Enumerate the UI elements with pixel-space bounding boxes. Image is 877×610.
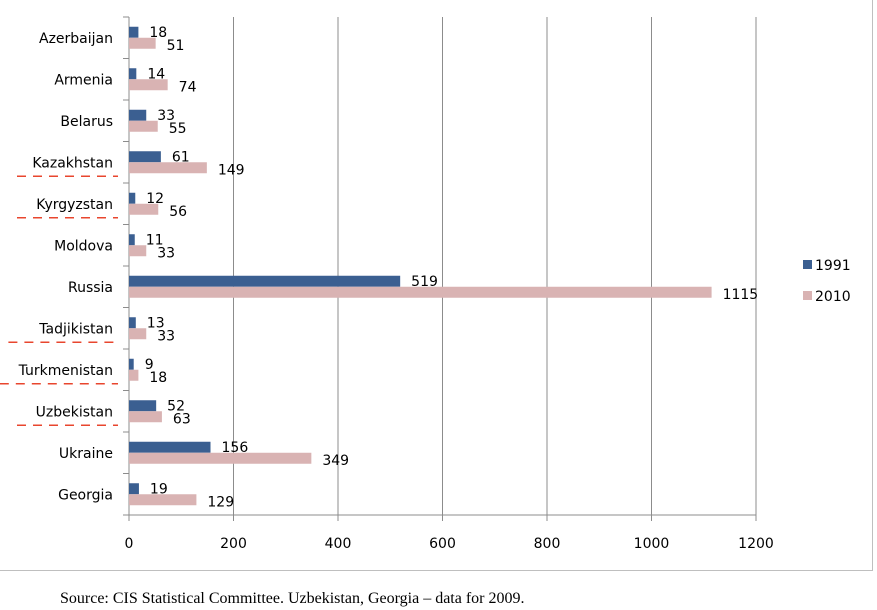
bar-2010 [129, 452, 312, 464]
data-label: 18 [149, 25, 167, 41]
category-label: Ukraine [59, 446, 113, 462]
category-label: Turkmenistan [18, 363, 113, 379]
data-label: 63 [173, 411, 191, 427]
bar-1991 [129, 483, 139, 495]
category-label: Belarus [60, 114, 113, 130]
data-label: 55 [169, 121, 187, 137]
legend-swatch [803, 260, 812, 269]
bar-1991 [129, 275, 401, 287]
bar-2010 [129, 162, 207, 174]
category-label: Kazakhstan [32, 155, 113, 171]
bar-1991 [129, 441, 211, 453]
data-label: 33 [157, 245, 175, 261]
data-label: 19 [150, 481, 168, 497]
data-label: 13 [147, 315, 165, 331]
data-label: 149 [218, 162, 245, 178]
data-label: 18 [149, 370, 167, 386]
bar-2010 [129, 411, 162, 423]
bar-1991 [129, 317, 136, 329]
bar-2010 [129, 37, 156, 49]
bar-2010 [129, 328, 147, 340]
bar-2010 [129, 79, 168, 91]
bar-2010 [129, 203, 159, 215]
bar-1991 [129, 26, 139, 38]
bar-2010 [129, 494, 197, 506]
data-label: 61 [172, 149, 190, 165]
x-tick-label: 400 [325, 536, 352, 552]
x-tick-label: 0 [125, 536, 134, 552]
x-tick-label: 1000 [634, 536, 670, 552]
bar-2010 [129, 120, 158, 132]
data-label: 56 [169, 204, 187, 220]
data-label: 519 [411, 274, 438, 290]
bar-1991 [129, 151, 161, 163]
data-label: 1115 [723, 287, 759, 303]
bar-1991 [129, 358, 134, 370]
legend-swatch [803, 291, 812, 300]
legend-label: 2010 [815, 289, 851, 305]
category-label: Tadjikistan [38, 321, 113, 337]
bar-2010 [129, 245, 147, 257]
bar-1991 [129, 109, 147, 121]
bar-2010 [129, 286, 712, 298]
category-label: Georgia [58, 487, 113, 503]
x-tick-label: 600 [429, 536, 456, 552]
bar-1991 [129, 234, 135, 246]
bar-2010 [129, 369, 139, 381]
category-label: Uzbekistan [36, 404, 113, 420]
x-tick-label: 200 [220, 536, 247, 552]
category-label: Moldova [54, 238, 113, 254]
category-label: Russia [68, 280, 113, 296]
data-label: 51 [167, 38, 185, 54]
category-label: Armenia [54, 72, 113, 88]
x-tick-label: 800 [534, 536, 561, 552]
legend-label: 1991 [815, 258, 851, 274]
data-label: 33 [157, 328, 175, 344]
data-label: 349 [322, 453, 349, 469]
data-label: 12 [146, 191, 164, 207]
bar-1991 [129, 192, 136, 204]
data-label: 9 [145, 357, 154, 373]
x-tick-label: 1200 [738, 536, 774, 552]
data-label: 74 [179, 79, 197, 95]
chart-frame: 0 200 400 600 800 1000 1200 Azerbaijan 18 51 Armen… [0, 0, 873, 571]
source-note: Source: CIS Statistical Committee. Uzbek… [60, 590, 525, 607]
data-label: 52 [167, 398, 185, 414]
bar-1991 [129, 400, 157, 412]
data-label: 33 [157, 108, 175, 124]
category-label: Kyrgyzstan [36, 197, 113, 213]
data-label: 14 [147, 66, 165, 82]
data-label: 129 [207, 494, 234, 510]
bar-1991 [129, 68, 137, 80]
category-label: Azerbaijan [39, 31, 113, 47]
data-label: 11 [146, 232, 164, 248]
data-label: 156 [222, 440, 249, 456]
